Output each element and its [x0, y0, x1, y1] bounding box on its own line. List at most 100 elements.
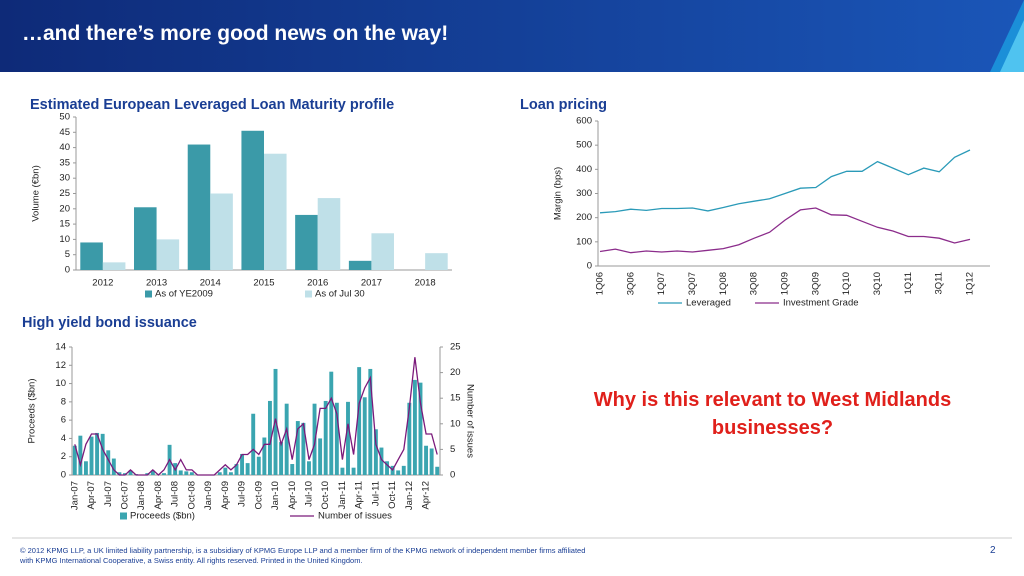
bar: [373, 429, 378, 475]
x-tick-label: Jan-07: [69, 481, 80, 510]
y2-tick-label: 25: [450, 342, 461, 353]
legend-label: Leveraged: [686, 298, 731, 309]
bar: [187, 144, 211, 270]
bar: [385, 461, 389, 475]
legend-label: Number of issues: [318, 511, 392, 522]
x-tick-label: 3Q11: [934, 272, 945, 295]
y2-tick-label: 10: [450, 418, 461, 429]
bar: [80, 242, 103, 270]
x-tick-label: 2012: [92, 278, 113, 289]
bar: [318, 438, 323, 475]
bar: [111, 458, 116, 475]
bar: [184, 471, 189, 475]
y-tick-label: 35: [59, 157, 70, 168]
bar: [240, 453, 245, 475]
y-tick-label: 5: [65, 249, 70, 260]
bar: [95, 432, 100, 475]
bar: [72, 445, 77, 475]
bar: [251, 413, 256, 475]
bar: [317, 198, 341, 270]
x-tick-label: Jan-12: [404, 481, 415, 510]
bar: [102, 262, 126, 270]
y-tick-label: 400: [576, 164, 592, 175]
bar: [123, 473, 127, 475]
x-tick-label: 3Q08: [749, 272, 760, 295]
x-tick-label: 3Q10: [872, 272, 883, 295]
y-tick-label: 25: [59, 188, 70, 199]
header-band: [0, 0, 1024, 72]
x-tick-label: Oct-07: [119, 481, 130, 510]
line-series: [74, 357, 438, 476]
y-tick-label: 0: [65, 265, 70, 276]
x-tick-label: Oct-11: [387, 481, 398, 509]
question: Why is this relevant to West Midlands bu…: [593, 389, 952, 439]
y-axis-label: Proceeds ($bn): [27, 379, 38, 444]
legend-label: Proceeds ($bn): [130, 511, 195, 522]
x-tick-label: Apr-08: [153, 481, 164, 510]
bar: [106, 450, 111, 475]
bar: [100, 433, 105, 475]
bar: [379, 447, 384, 475]
y-tick-label: 30: [59, 173, 70, 184]
y-tick-label: 600: [576, 116, 592, 127]
y-tick-label: 10: [59, 234, 70, 245]
bar: [425, 253, 448, 270]
bar: [329, 371, 334, 475]
x-tick-label: 1Q09: [780, 272, 791, 295]
x-tick-label: 1Q06: [595, 272, 606, 295]
bar: [307, 461, 311, 475]
bar: [301, 422, 306, 475]
bar: [348, 260, 372, 270]
x-tick-label: 3Q09: [810, 272, 821, 295]
x-tick-label: Oct-08: [186, 481, 197, 510]
bar: [189, 472, 194, 475]
y-tick-label: 8: [61, 396, 66, 407]
x-tick-label: Jul-10: [303, 481, 314, 507]
x-tick-label: Jul-11: [370, 481, 381, 506]
x-tick-label: Apr-12: [421, 481, 432, 510]
y-tick-label: 4: [61, 433, 66, 444]
x-tick-label: Jan-09: [203, 481, 214, 510]
legend-label: Investment Grade: [783, 298, 859, 309]
x-tick-label: 1Q07: [656, 272, 667, 295]
y-tick-label: 12: [55, 360, 66, 371]
bar: [290, 464, 295, 475]
bar: [256, 456, 261, 475]
bar: [334, 402, 339, 475]
y-tick-label: 14: [55, 342, 66, 353]
bar: [312, 403, 317, 475]
y2-tick-label: 20: [450, 367, 461, 378]
legend-swatch: [145, 290, 152, 298]
x-tick-label: Jul-08: [170, 481, 181, 507]
bar: [128, 470, 133, 475]
header-accent: [1000, 20, 1024, 72]
bar: [228, 472, 233, 475]
bar: [150, 470, 155, 475]
bar: [401, 465, 406, 475]
bar: [371, 233, 394, 270]
bar: [241, 130, 264, 270]
bar: [429, 448, 434, 475]
x-tick-label: 2018: [415, 278, 436, 289]
bar: [83, 461, 88, 475]
y-tick-label: 0: [61, 470, 66, 481]
bar: [362, 397, 367, 475]
bar: [156, 239, 180, 270]
x-tick-label: Apr-09: [220, 481, 231, 510]
bar: [234, 464, 239, 475]
bar: [407, 402, 412, 475]
y-tick-label: 500: [576, 140, 592, 151]
y-tick-label: 100: [576, 236, 592, 247]
legend-label: As of YE2009: [155, 289, 213, 300]
y2-axis-label: Number of issues: [464, 384, 475, 458]
y-tick-label: 300: [576, 188, 592, 199]
slide-title: …and there’s more good news on the way!: [22, 22, 449, 45]
x-tick-label: 2016: [307, 278, 328, 289]
y2-tick-label: 15: [450, 393, 461, 404]
bar: [279, 442, 284, 475]
bar: [435, 466, 440, 475]
line-series: [599, 207, 971, 254]
legend-swatch: [305, 290, 312, 298]
legend-label: As of Jul 30: [315, 289, 365, 300]
